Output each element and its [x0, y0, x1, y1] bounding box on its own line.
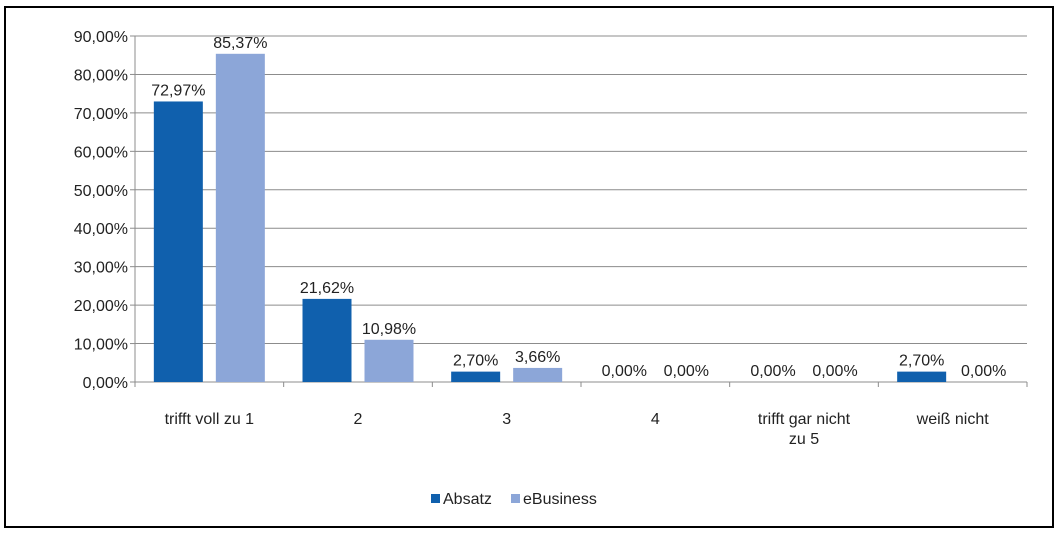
x-axis-tick-labels: trifft voll zu 1 2 3 4 trifft gar nicht zu 5 w…: [165, 411, 990, 448]
data-label-ebusiness: 85,37%: [213, 35, 267, 52]
y-tick-label: 50,00%: [74, 183, 128, 200]
y-tick-label: 30,00%: [74, 260, 128, 277]
legend: Absatz eBusiness: [431, 491, 597, 508]
bar-ebusiness: [215, 53, 265, 383]
bar-absatz: [451, 371, 501, 382]
data-label-ebusiness: 0,00%: [812, 363, 857, 380]
bar-absatz: [302, 298, 352, 382]
x-tick-label: 2: [354, 411, 363, 428]
axes: [130, 35, 1028, 387]
y-tick-label: 20,00%: [74, 298, 128, 315]
y-axis-tick-labels: 0,00% 10,00% 20,00% 30,00% 40,00% 50,00% 60,00…: [74, 29, 128, 392]
x-tick-label: 4: [651, 411, 660, 428]
y-tick-label: 0,00%: [83, 375, 128, 392]
gridlines: [135, 35, 1027, 383]
bar-chart: 0,00%10,00%20,00%30,00%40,00%50,00%60,00…: [74, 29, 1028, 508]
data-label-ebusiness: 3,66%: [515, 349, 560, 366]
data-label-ebusiness: 0,00%: [664, 363, 709, 380]
bar-absatz: [897, 371, 947, 382]
bar-ebusiness: [364, 339, 414, 382]
x-tick-label: weiß nicht: [916, 411, 990, 428]
bar-absatz: [153, 101, 203, 382]
y-tick-label: 90,00%: [74, 29, 128, 46]
data-label-ebusiness: 0,00%: [961, 363, 1006, 380]
data-label-absatz: 21,62%: [300, 280, 354, 297]
data-label-absatz: 0,00%: [750, 363, 795, 380]
x-tick-label: 3: [502, 411, 511, 428]
data-label-absatz: 2,70%: [453, 353, 498, 370]
x-tick-label: trifft gar nicht zu 5: [758, 411, 851, 448]
data-label-ebusiness: 10,98%: [362, 321, 416, 338]
legend-swatch-ebusiness: [511, 494, 520, 503]
data-label-absatz: 72,97%: [151, 82, 205, 99]
x-tick-label: trifft voll zu 1: [165, 411, 255, 428]
data-label-absatz: 2,70%: [899, 353, 944, 370]
bars: [153, 53, 947, 383]
chart-frame: 0,00% 10,00% 20,00% 30,00% 40,00% 50,00% 60,00…: [4, 6, 1054, 528]
y-tick-label: 40,00%: [74, 221, 128, 238]
y-tick-label: 70,00%: [74, 106, 128, 123]
data-labels: 72,97% 85,37% 21,62% 10,98% 2,70% 3,66% 0,00% 0…: [151, 35, 1006, 380]
y-tick-label: 60,00%: [74, 144, 128, 161]
bar-ebusiness: [513, 367, 563, 382]
legend-swatch-absatz: [431, 494, 440, 503]
y-tick-label: 80,00%: [74, 67, 128, 84]
legend-label-absatz: Absatz: [443, 491, 492, 508]
data-label-absatz: 0,00%: [602, 363, 647, 380]
y-tick-label: 10,00%: [74, 337, 128, 354]
legend-label-ebusiness: eBusiness: [523, 491, 597, 508]
